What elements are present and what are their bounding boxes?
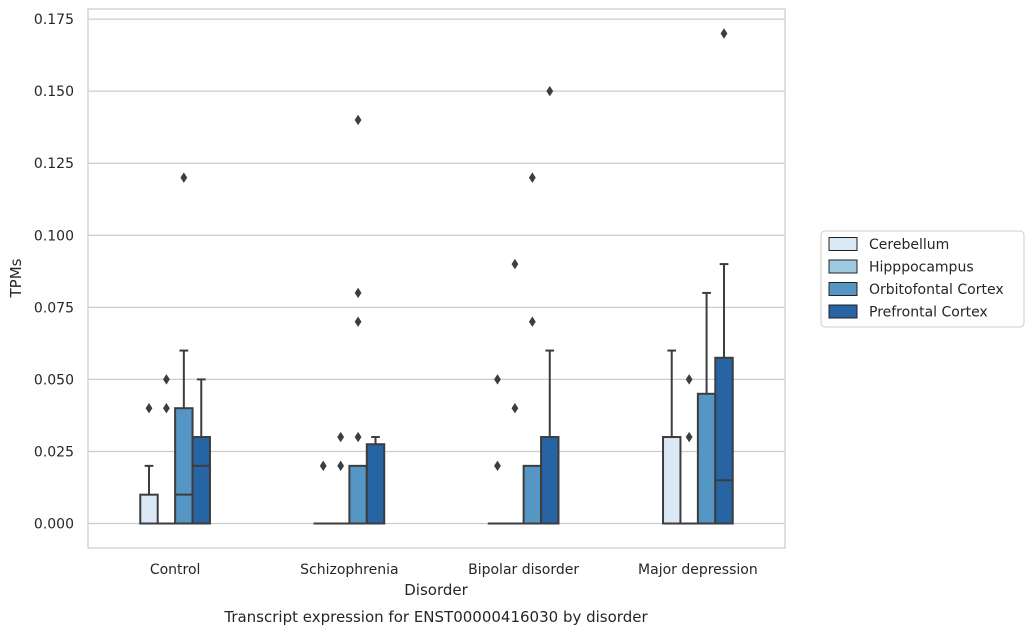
legend-swatch: [828, 304, 858, 319]
outlier-point: [337, 431, 345, 443]
legend-swatch: [828, 237, 858, 251]
outlier-point: [528, 316, 536, 327]
box-body: [365, 443, 386, 525]
outlier-point: [494, 374, 501, 385]
outlier-point: [319, 460, 327, 472]
box-prefrontal-cortex: [365, 436, 386, 525]
legend-label: Hipppocampus: [869, 260, 974, 276]
outlier-point: [337, 460, 345, 472]
box-body: [139, 493, 159, 525]
box-body: [191, 436, 211, 525]
outlier-point: [511, 403, 519, 414]
outlier-point: [163, 374, 170, 385]
outlier-point: [546, 85, 554, 97]
box-body: [522, 464, 543, 525]
outlier-point: [494, 460, 501, 472]
box-prefrontal-cortex: [540, 85, 560, 525]
y-tick-label: 0.025: [34, 444, 74, 460]
box-orbitofontal-cortex: [696, 291, 717, 525]
outlier-point: [180, 172, 188, 183]
box-cerebellum: [313, 460, 333, 525]
chart-caption: Transcript expression for ENST0000041603…: [223, 608, 648, 626]
box-cerebellum: [139, 403, 159, 525]
legend-label: Prefrontal Cortex: [869, 305, 988, 321]
y-tick-label: 0.150: [34, 84, 74, 100]
legend-swatch: [828, 259, 858, 274]
outlier-point: [685, 374, 693, 385]
box-body: [696, 392, 717, 525]
box-body: [540, 436, 560, 525]
box-orbitofontal-cortex: [348, 114, 368, 525]
x-tick-label: Major depression: [638, 562, 758, 578]
plot-frame: [87, 8, 786, 549]
x-tick-labels: Control Schizophrenia Bipolar disorder Majo…: [150, 562, 758, 578]
outlier-point: [685, 431, 693, 443]
outlier-point: [511, 258, 519, 270]
legend-label: Cerebellum: [869, 237, 949, 253]
box-cerebellum: [662, 349, 682, 525]
y-tick-label: 0.100: [34, 228, 74, 244]
box-cerebellum: [487, 374, 508, 525]
box-hipppocampus: [679, 374, 699, 525]
y-tick-label: 0.000: [34, 517, 74, 533]
outlier-point: [528, 172, 536, 183]
y-axis-label: TPMs: [7, 258, 25, 298]
outlier-point: [354, 431, 362, 443]
y-tick-label: 0.075: [34, 300, 74, 316]
legend-frame: [820, 230, 1025, 328]
outlier-point: [354, 287, 362, 299]
legend-swatch: [828, 282, 858, 296]
box-body: [348, 464, 368, 525]
x-tick-label: Schizophrenia: [300, 562, 398, 578]
box-body: [714, 356, 734, 525]
box-hipppocampus: [156, 374, 177, 525]
y-tick-label: 0.125: [34, 156, 74, 172]
y-tick-labels: 0.000 0.025 0.050 0.075 0.100 0.125 0.150 0.175: [34, 12, 74, 532]
outlier-point: [145, 403, 153, 414]
box-hipppocampus: [330, 431, 351, 525]
boxes-layer: [139, 28, 734, 525]
box-body: [662, 436, 682, 525]
box-prefrontal-cortex: [714, 28, 734, 525]
legend-label: Orbitofontal Cortex: [869, 282, 1004, 298]
y-tick-label: 0.175: [34, 12, 74, 28]
outlier-point: [720, 28, 728, 39]
x-tick-label: Control: [150, 562, 201, 578]
outlier-point: [354, 114, 362, 126]
box-prefrontal-cortex: [191, 378, 211, 525]
y-tick-label: 0.050: [34, 372, 74, 388]
box-body: [174, 407, 194, 525]
x-axis-label: Disorder: [404, 581, 468, 599]
x-tick-label: Bipolar disorder: [468, 562, 579, 578]
outlier-point: [354, 316, 362, 327]
outlier-point: [163, 403, 170, 414]
legend: Cerebellum Hipppocampus Orbitofontal Corte…: [820, 230, 1025, 328]
